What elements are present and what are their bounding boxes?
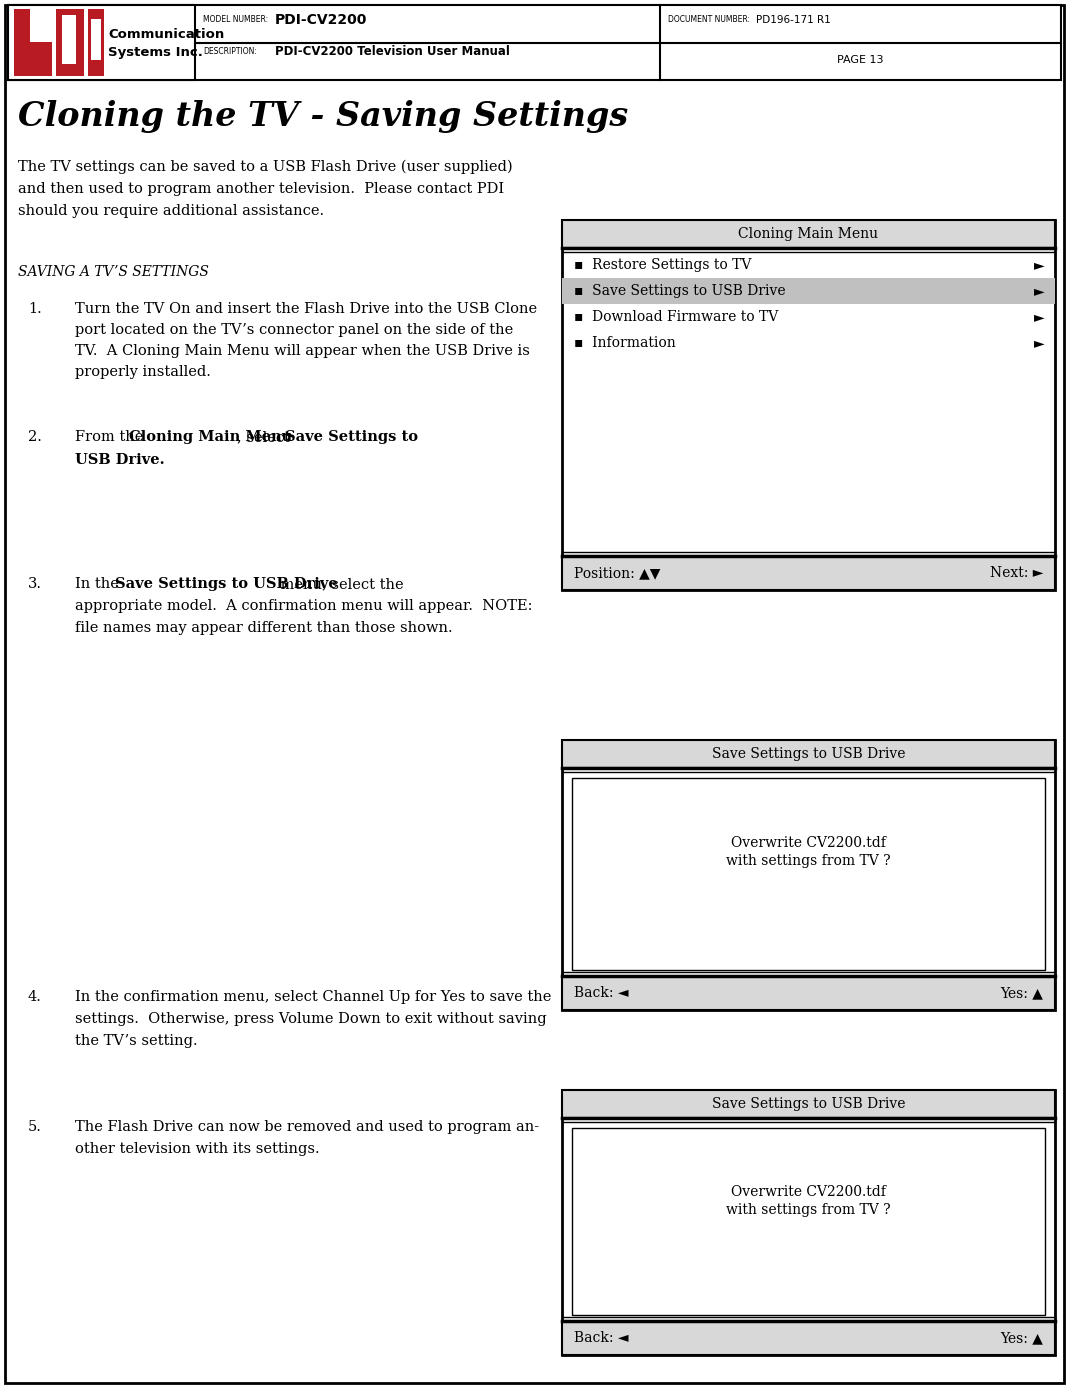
Bar	[572, 1128, 1045, 1314]
Text: ►: ►	[1035, 258, 1045, 272]
Text: TV.  A Cloning Main Menu will appear when the USB Drive is: TV. A Cloning Main Menu will appear when…	[75, 344, 530, 358]
Text: In the: In the	[75, 577, 124, 591]
Bar	[562, 557, 1055, 590]
Text: port located on the TV’s connector panel on the side of the: port located on the TV’s connector panel…	[75, 323, 513, 337]
Text: DESCRIPTION:: DESCRIPTION:	[203, 47, 257, 56]
Text: Back: ◄: Back: ◄	[574, 1331, 629, 1345]
Bar	[62, 15, 76, 64]
Bar	[562, 1321, 1055, 1355]
Text: , select: , select	[237, 430, 295, 444]
Text: Save Settings to USB Drive: Save Settings to USB Drive	[115, 577, 338, 591]
Text: Next: ►: Next: ►	[990, 566, 1043, 580]
Text: should you require additional assistance.: should you require additional assistance…	[18, 204, 324, 218]
Text: 5.: 5.	[28, 1120, 42, 1134]
Text: ▪  Information: ▪ Information	[574, 336, 676, 350]
Text: Save Settings to USB Drive: Save Settings to USB Drive	[712, 1097, 905, 1110]
Text: Cloning Main Menu: Cloning Main Menu	[129, 430, 292, 444]
Text: DOCUMENT NUMBER:: DOCUMENT NUMBER:	[668, 15, 750, 24]
Text: Turn the TV On and insert the Flash Drive into the USB Clone: Turn the TV On and insert the Flash Driv…	[75, 303, 537, 316]
Text: and then used to program another television.  Please contact PDI: and then used to program another televis…	[18, 182, 505, 196]
Text: ►: ►	[1035, 310, 1045, 323]
Text: 3.: 3.	[28, 577, 42, 591]
Bar	[91, 19, 100, 60]
Text: In the confirmation menu, select Channel Up for Yes to save the: In the confirmation menu, select Channel…	[75, 990, 552, 1004]
Text: PAGE 13: PAGE 13	[837, 54, 884, 64]
Text: Save Settings to: Save Settings to	[285, 430, 418, 444]
Text: MODEL NUMBER:: MODEL NUMBER:	[203, 15, 268, 24]
Text: USB Drive.: USB Drive.	[75, 452, 165, 466]
Text: ▪  Download Firmware to TV: ▪ Download Firmware to TV	[574, 310, 778, 323]
Text: ►: ►	[1035, 285, 1045, 298]
Bar	[562, 278, 1055, 304]
Text: properly installed.: properly installed.	[75, 365, 211, 379]
Text: file names may appear different than those shown.: file names may appear different than tho…	[75, 620, 452, 634]
Text: PD196-171 R1: PD196-171 R1	[756, 15, 831, 25]
Text: with settings from TV ?: with settings from TV ?	[726, 1202, 890, 1217]
Text: Cloning the TV - Saving Settings: Cloning the TV - Saving Settings	[18, 100, 629, 133]
Bar	[562, 976, 1055, 1010]
Text: appropriate model.  A confirmation menu will appear.  NOTE:: appropriate model. A confirmation menu w…	[75, 600, 532, 613]
Text: The TV settings can be saved to a USB Flash Drive (user supplied): The TV settings can be saved to a USB Fl…	[18, 160, 513, 175]
Text: Yes: ▲: Yes: ▲	[1001, 985, 1043, 999]
Text: 1.: 1.	[28, 303, 42, 316]
Text: Systems Inc.: Systems Inc.	[108, 46, 203, 60]
Bar	[572, 779, 1045, 970]
Text: Overwrite CV2200.tdf: Overwrite CV2200.tdf	[731, 837, 886, 851]
Text: other television with its settings.: other television with its settings.	[75, 1142, 320, 1156]
Text: PDI-CV2200 Television User Manual: PDI-CV2200 Television User Manual	[275, 44, 510, 57]
Text: Save Settings to USB Drive: Save Settings to USB Drive	[712, 747, 905, 761]
Bar	[562, 221, 1055, 590]
Text: ▪  Restore Settings to TV: ▪ Restore Settings to TV	[574, 258, 752, 272]
Bar	[30, 8, 52, 42]
Text: menu, select the: menu, select the	[276, 577, 404, 591]
Text: with settings from TV ?: with settings from TV ?	[726, 855, 890, 869]
Bar	[562, 740, 1055, 768]
Bar	[56, 8, 84, 76]
Bar	[14, 8, 52, 76]
Text: SAVING A TV’S SETTINGS: SAVING A TV’S SETTINGS	[18, 265, 208, 279]
Bar	[7, 6, 195, 81]
Text: Communication: Communication	[108, 28, 224, 42]
Text: Yes: ▲: Yes: ▲	[1001, 1331, 1043, 1345]
Bar	[88, 8, 104, 76]
Bar	[7, 6, 1062, 81]
Text: Back: ◄: Back: ◄	[574, 985, 629, 999]
Bar	[562, 1090, 1055, 1117]
Text: ▪  Save Settings to USB Drive: ▪ Save Settings to USB Drive	[574, 285, 786, 298]
Text: The Flash Drive can now be removed and used to program an-: The Flash Drive can now be removed and u…	[75, 1120, 539, 1134]
Text: Overwrite CV2200.tdf: Overwrite CV2200.tdf	[731, 1184, 886, 1199]
Text: the TV’s setting.: the TV’s setting.	[75, 1034, 198, 1048]
Text: Position: ▲▼: Position: ▲▼	[574, 566, 661, 580]
Bar	[562, 740, 1055, 1010]
Bar	[562, 221, 1055, 248]
Text: ►: ►	[1035, 336, 1045, 350]
Text: settings.  Otherwise, press Volume Down to exit without saving: settings. Otherwise, press Volume Down t…	[75, 1012, 546, 1026]
Text: 2.: 2.	[28, 430, 42, 444]
Text: PDI-CV2200: PDI-CV2200	[275, 12, 368, 26]
Text: From the: From the	[75, 430, 148, 444]
Bar	[562, 1090, 1055, 1355]
Text: Cloning Main Menu: Cloning Main Menu	[739, 228, 879, 242]
Text: 4.: 4.	[28, 990, 42, 1004]
